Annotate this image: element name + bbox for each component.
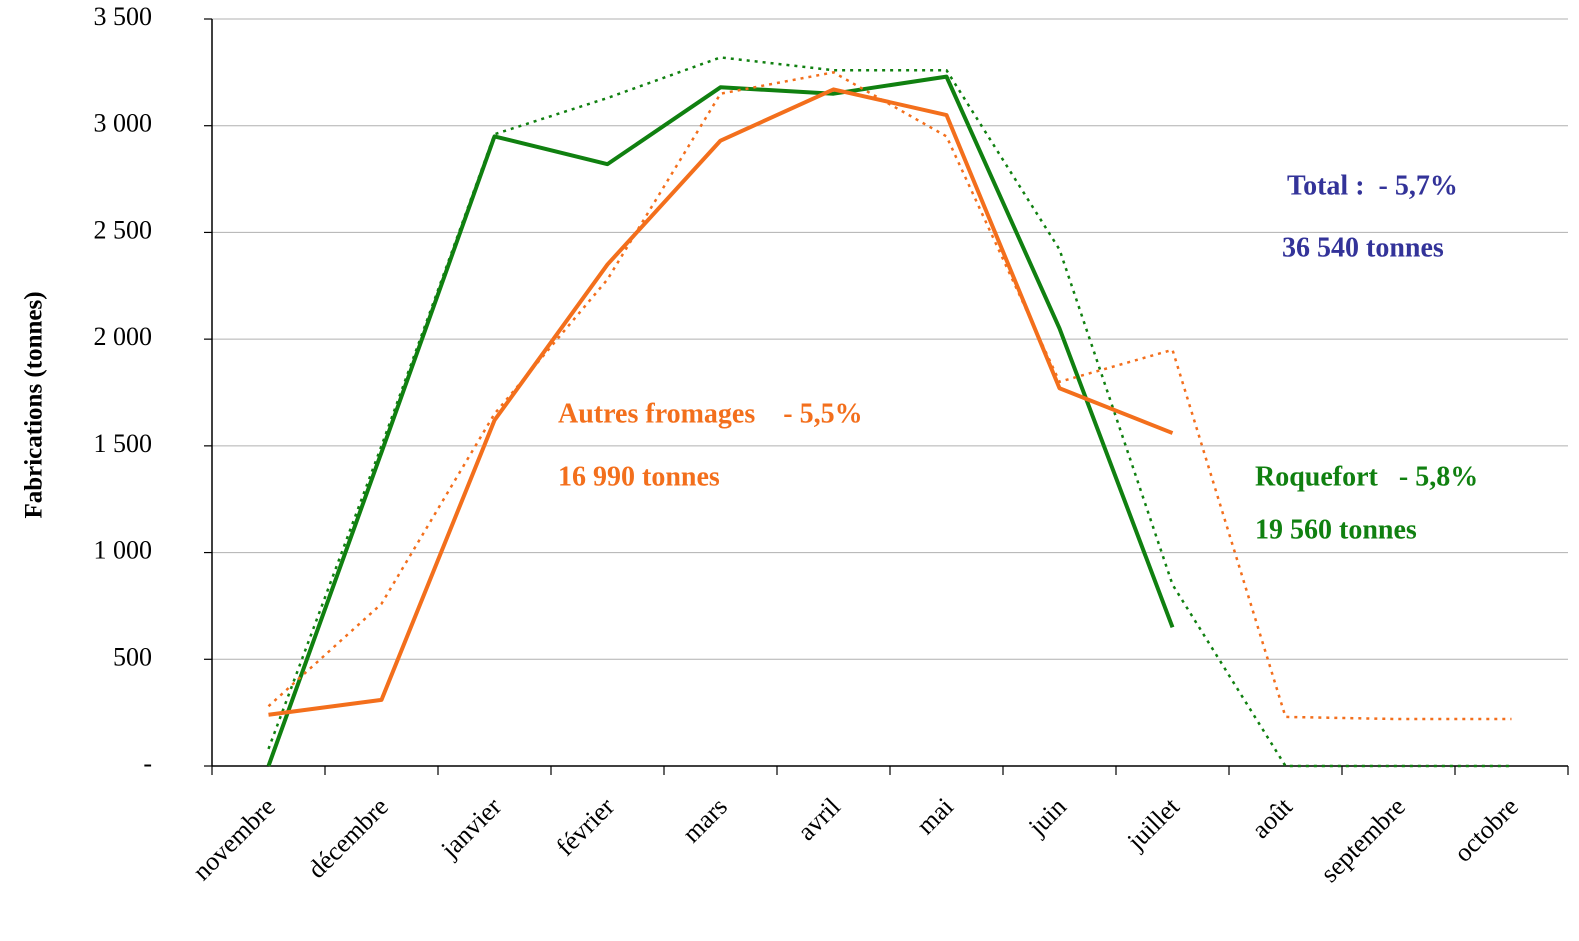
y-axis-title: Fabrications (tonnes)	[21, 291, 48, 518]
x-tick-label: décembre	[302, 792, 394, 884]
x-tick-label: avril	[792, 792, 846, 846]
y-tick-label: 500	[113, 642, 152, 671]
series-line	[267, 71, 1512, 721]
series-line	[268, 87, 1174, 717]
y-tick-label: 3 500	[94, 2, 153, 31]
annotation: Autres fromages - 5,5%	[558, 398, 863, 429]
x-tick-label: novembre	[187, 792, 281, 886]
annotation: Roquefort - 5,8%	[1255, 461, 1478, 492]
x-tick-label: octobre	[1448, 792, 1524, 868]
annotation: 19 560 tonnes	[1255, 514, 1417, 545]
x-tick-label: février	[550, 792, 620, 862]
x-tick-label: janvier	[435, 792, 507, 864]
x-tick-label: mai	[911, 792, 959, 840]
annotation: 16 990 tonnes	[558, 461, 720, 492]
x-tick-label: août	[1246, 791, 1299, 844]
series-line	[266, 74, 1175, 767]
x-tick-label: septembre	[1315, 792, 1411, 888]
x-tick-label: mars	[677, 792, 733, 848]
x-tick-label: juillet	[1121, 791, 1186, 856]
x-tick-label: juin	[1022, 792, 1072, 842]
y-tick-label: 2 500	[94, 215, 153, 244]
y-tick-label: 3 000	[94, 109, 153, 138]
y-tick-label: 2 000	[94, 322, 153, 351]
y-tick-label: 1 500	[94, 429, 153, 458]
y-tick-label: 1 000	[94, 536, 153, 565]
annotation: Total : - 5,7%	[1287, 170, 1458, 201]
y-tick-label: -	[143, 749, 152, 778]
annotation: 36 540 tonnes	[1282, 232, 1444, 263]
